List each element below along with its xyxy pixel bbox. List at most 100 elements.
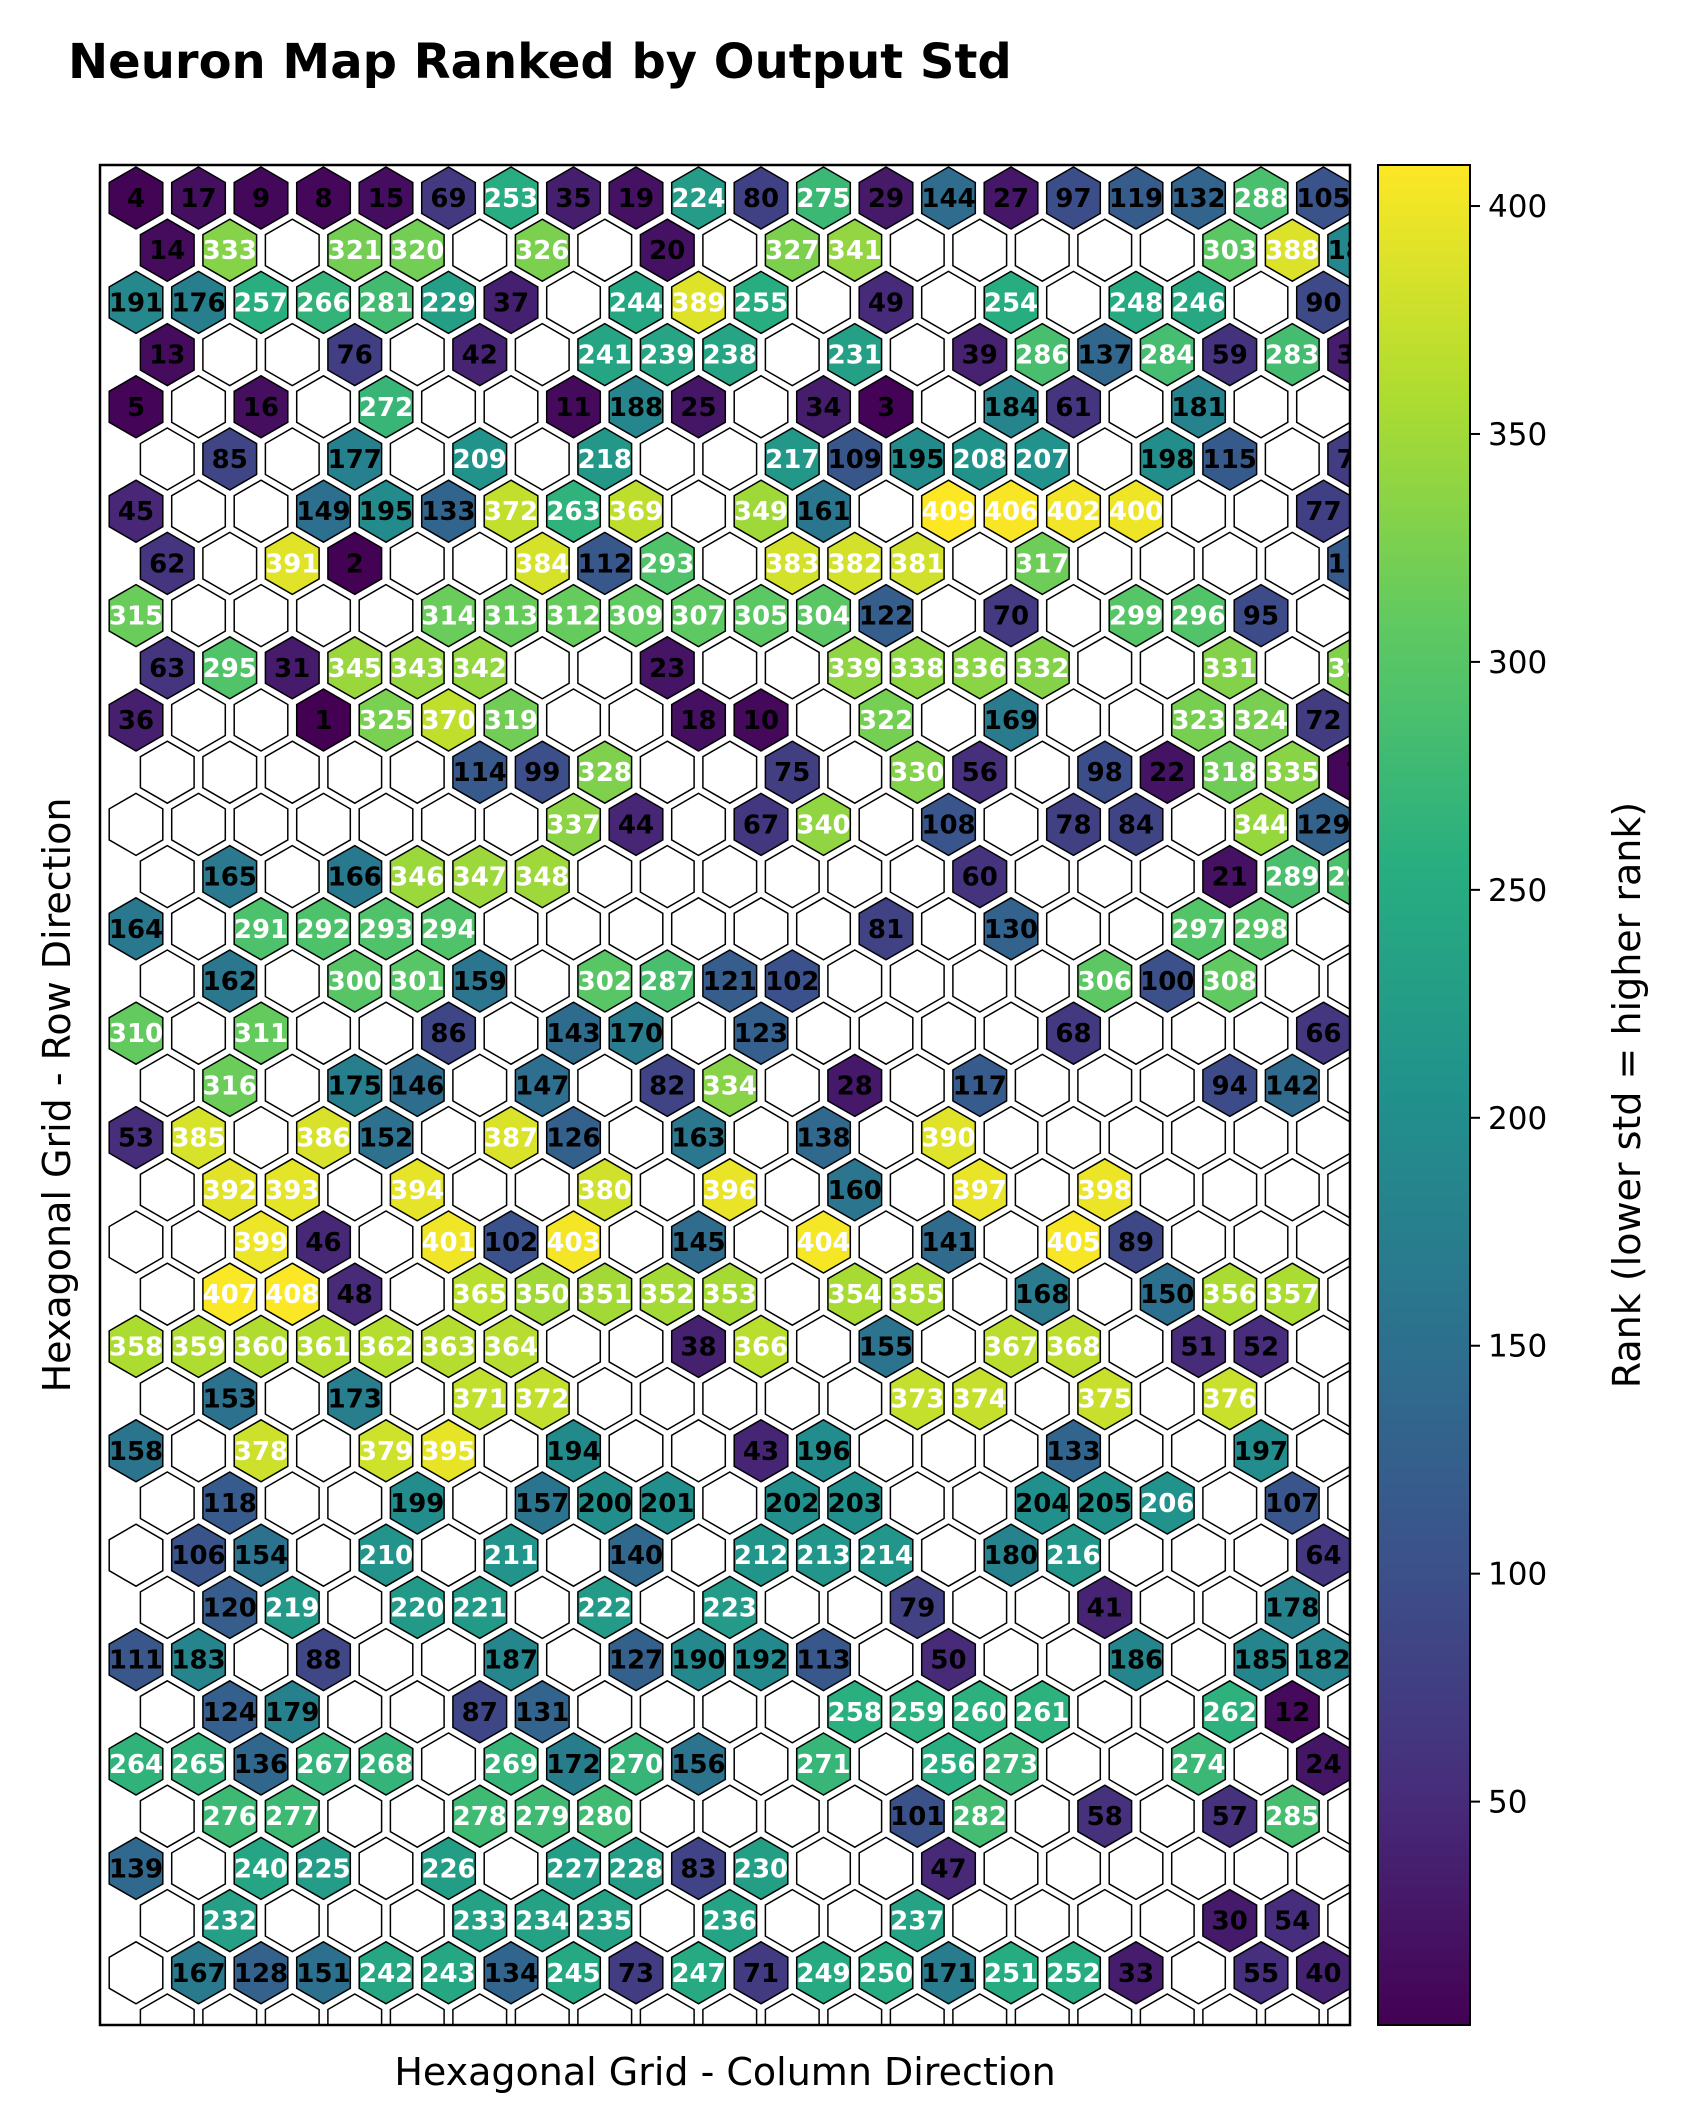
hex-cell-label: 304	[796, 602, 850, 632]
hex-cell-empty	[1108, 1105, 1164, 1170]
hex-cell	[889, 427, 945, 491]
hex-cell-label: 293	[359, 915, 413, 945]
hex-cell-empty	[983, 1001, 1039, 1066]
hex-cell-empty	[858, 1732, 914, 1796]
hex-cell-empty	[920, 896, 977, 961]
hex-cell-empty	[733, 374, 789, 439]
hex-cell-label: 84	[1118, 810, 1154, 840]
hex-cell	[139, 635, 195, 700]
hex-cell-empty	[264, 740, 320, 805]
hex-cell-empty	[1327, 1995, 1350, 2025]
hex-cell-empty	[608, 1210, 664, 1274]
hex-cell	[1327, 638, 1350, 697]
hex-cell-label: 244	[609, 288, 663, 318]
hex-cell-label: 35	[555, 184, 591, 214]
hex-cell-label: 126	[546, 1124, 600, 1154]
hex-cell-empty	[295, 1418, 352, 1483]
hex-cell-label: 207	[1015, 445, 1069, 475]
hex-cell-label: 158	[109, 1437, 163, 1467]
hex-cell-empty	[1014, 1366, 1070, 1431]
hex-cell-empty	[1327, 1265, 1350, 1324]
hex-cell	[952, 427, 1008, 491]
hex-cell-label: 186	[1109, 1646, 1163, 1676]
hex-cell-empty	[139, 1575, 195, 1640]
hex-cell-label: 387	[484, 1124, 538, 1154]
hex-cell-label: 257	[234, 288, 288, 318]
hex-cell	[545, 1732, 602, 1796]
hex-cell-label: 1	[314, 706, 332, 736]
hex-cell-label: 64	[1305, 1541, 1341, 1571]
hex-cell-label: 101	[890, 1802, 944, 1832]
hex-cell-empty	[702, 427, 758, 491]
hex-cell-empty	[327, 1784, 383, 1849]
hex-cell-label: 177	[328, 445, 382, 475]
hex-cell-empty	[514, 1157, 570, 1222]
hex-cell-empty	[483, 792, 539, 857]
hex-cell-empty	[702, 635, 758, 700]
hex-cell	[233, 1940, 289, 2005]
hex-cell-label: 7	[1346, 758, 1364, 788]
hex-cell-label: 325	[359, 706, 413, 736]
hex-cell-label: 330	[890, 758, 944, 788]
hex-cell	[295, 896, 352, 961]
hex-cell-empty	[639, 740, 695, 805]
hex-cell-label: 234	[515, 1907, 569, 1937]
hex-cell-label: 409	[921, 497, 975, 527]
hex-cell	[702, 1262, 758, 1327]
hex-cell-label: 293	[640, 549, 694, 579]
hex-cell	[483, 1210, 539, 1274]
hex-cell-empty	[139, 740, 195, 805]
hex-cell-empty	[170, 688, 227, 752]
hex-cell-empty	[233, 688, 289, 752]
hex-cell-label: 79	[899, 1593, 935, 1623]
hex-cell	[1170, 583, 1227, 648]
hex-cell	[1045, 792, 1102, 857]
hex-cell-label: 118	[203, 1489, 257, 1519]
hex-cell	[327, 1262, 383, 1327]
hex-cell-label: 262	[1203, 1698, 1257, 1728]
hex-cell	[827, 635, 883, 700]
hex-cell-label: 398	[1078, 1176, 1132, 1206]
hex-cell-label: 28	[837, 1071, 873, 1101]
hex-cell-label: 335	[1265, 758, 1319, 788]
hex-cell	[327, 427, 383, 491]
hex-cell-label: 221	[453, 1593, 507, 1623]
hex-cell	[983, 896, 1039, 961]
hex-cell-label: 307	[671, 602, 725, 632]
hex-cell-label: 210	[359, 1541, 413, 1571]
hex-cell	[795, 1523, 852, 1588]
hex-cell-empty	[233, 792, 289, 857]
hex-cell-label: 203	[828, 1489, 882, 1519]
hex-cell-empty	[889, 218, 945, 283]
hex-cell-label: 162	[203, 967, 257, 997]
hex-cell-label: 316	[203, 1071, 257, 1101]
hex-cell	[233, 374, 289, 439]
hex-cell-label: 255	[734, 288, 788, 318]
hex-cell-empty	[108, 1940, 164, 2005]
colorbar-ticks: 50 100 150 200 250 300 350 400	[1470, 189, 1547, 1821]
hex-cell	[389, 218, 445, 283]
hex-cell-label: 82	[649, 1071, 685, 1101]
hex-cell-label: 43	[743, 1437, 779, 1467]
hex-cell	[139, 322, 195, 387]
hex-cell	[1327, 847, 1350, 906]
hex-cell	[389, 949, 445, 1013]
hex-cell-empty	[1170, 1105, 1227, 1170]
hex-cell	[608, 1523, 664, 1588]
hex-cell	[795, 1105, 852, 1170]
hex-cell	[1202, 218, 1258, 283]
hex-cell-label: 78	[1055, 810, 1091, 840]
hex-cell-label: 33	[1118, 1959, 1154, 1989]
hex-cell	[452, 844, 508, 909]
hex-cell-label: 205	[1078, 1489, 1132, 1519]
hex-cell-label: 106	[171, 1541, 225, 1571]
hex-cell-label: 369	[609, 497, 663, 527]
hex-cell	[1264, 1471, 1320, 1535]
hex-cell	[577, 1888, 633, 1953]
hex-cell-empty	[764, 1888, 820, 1953]
hex-cell-label: 345	[328, 654, 382, 684]
hex-cell-label: 231	[828, 341, 882, 371]
hex-cell-label: 311	[234, 1019, 288, 1049]
hex-cell	[452, 1784, 508, 1849]
hex-cell-label: 21	[1212, 863, 1248, 893]
